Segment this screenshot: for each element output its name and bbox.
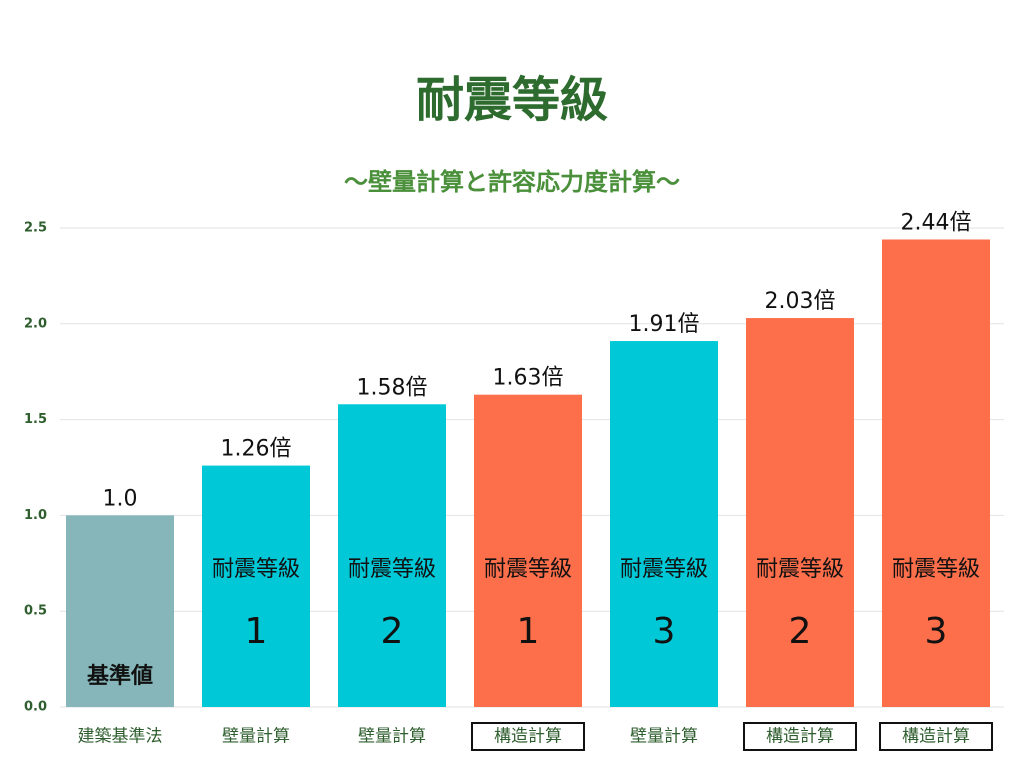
y-tick-label: 1.5	[24, 412, 47, 427]
value-label: 1.26倍	[221, 437, 292, 462]
bar-text: 基準値	[87, 663, 153, 689]
y-tick-label: 0.0	[24, 700, 47, 715]
bar	[202, 465, 310, 707]
value-label: 2.44倍	[901, 210, 972, 235]
bar-text: 耐震等級	[620, 557, 708, 582]
chart-title: 耐震等級	[416, 72, 608, 128]
bar-text: 耐震等級	[756, 557, 844, 582]
category-box	[471, 722, 585, 751]
value-label: 1.91倍	[629, 312, 700, 337]
x-tick-label: 建築基準法	[78, 727, 163, 747]
chart-subtitle: 〜壁量計算と許容応力度計算〜	[344, 168, 680, 196]
y-tick-label: 0.5	[24, 604, 47, 619]
bar-grade: 1	[517, 611, 540, 652]
y-tick-label: 2.0	[24, 316, 47, 331]
x-tick-label: 壁量計算	[222, 727, 290, 747]
y-tick-label: 2.5	[24, 221, 47, 236]
bar-text: 耐震等級	[212, 557, 300, 582]
bar-grade: 2	[789, 611, 812, 652]
bar	[338, 404, 446, 707]
bar-text: 耐震等級	[348, 557, 436, 582]
x-tick-label: 壁量計算	[630, 727, 698, 747]
category-box	[743, 722, 857, 751]
bar	[746, 318, 854, 707]
x-tick-label: 構造計算	[902, 727, 970, 747]
bar	[610, 341, 718, 707]
bar-text: 耐震等級	[484, 557, 572, 582]
bar-grade: 2	[381, 611, 404, 652]
x-tick-label: 構造計算	[494, 727, 562, 747]
category-box	[879, 722, 993, 751]
bar	[66, 515, 174, 707]
bar-grade: 3	[653, 611, 676, 652]
value-label: 1.0	[103, 486, 138, 511]
x-tick-label: 壁量計算	[358, 727, 426, 747]
value-label: 1.58倍	[357, 375, 428, 400]
bar-text: 耐震等級	[892, 557, 980, 582]
bar	[882, 239, 990, 707]
x-tick-label: 構造計算	[766, 727, 834, 747]
bar-grade: 1	[245, 611, 268, 652]
y-tick-label: 1.0	[24, 508, 47, 523]
bar	[474, 394, 582, 707]
bar-grade: 3	[925, 611, 948, 652]
value-label: 1.63倍	[493, 366, 564, 391]
value-label: 2.03倍	[765, 289, 836, 314]
